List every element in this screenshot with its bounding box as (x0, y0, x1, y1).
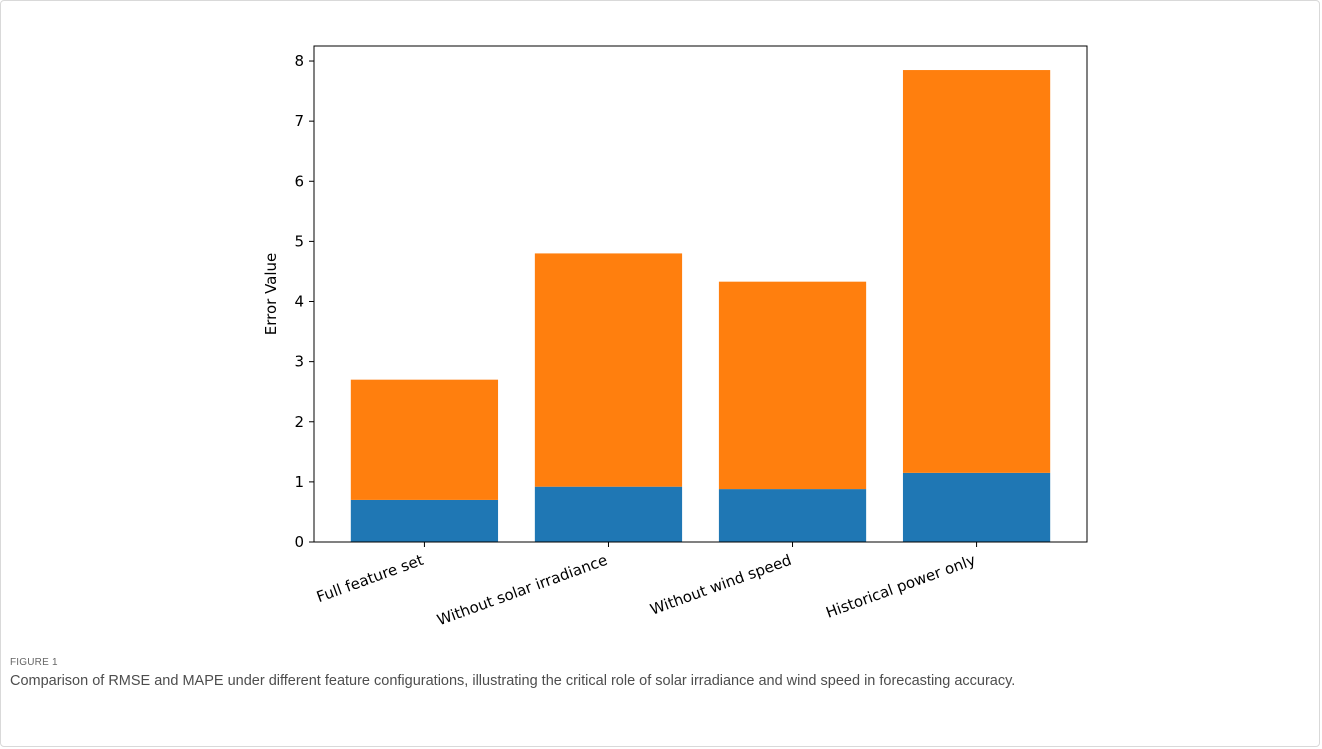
bar-series2-0 (350, 379, 499, 500)
y-tick-label: 8 (294, 52, 304, 70)
bar-series2-3 (902, 70, 1051, 473)
x-tick-label: Full feature set (314, 551, 426, 606)
y-tick-label: 0 (294, 533, 304, 551)
bar-series1-0 (350, 499, 499, 542)
plot-frame (313, 45, 1088, 543)
figure-caption: FIGURE 1 Comparison of RMSE and MAPE und… (10, 657, 1210, 692)
y-tick-label: 5 (294, 232, 304, 250)
y-tick-label: 1 (294, 473, 304, 491)
bar-series1-2 (718, 489, 867, 542)
y-tick-label: 4 (294, 293, 304, 311)
y-axis-label: Error Value (262, 253, 280, 336)
bar-series1-3 (902, 472, 1051, 542)
bar-series2-1 (534, 253, 683, 487)
x-tick-label: Historical power only (823, 551, 978, 622)
bar-series2-2 (718, 281, 867, 490)
x-tick-label: Without solar irradiance (435, 551, 610, 629)
stacked-bar-chart: 0 1 2 3 4 5 6 7 8 Full feature set Without solar i… (262, 45, 1088, 629)
y-tick-label: 7 (294, 112, 304, 130)
y-tick-label: 3 (294, 353, 304, 371)
y-tick-label: 6 (294, 172, 304, 190)
bars-group (350, 70, 1051, 542)
figure-caption-text: Comparison of RMSE and MAPE under differ… (10, 673, 1016, 689)
x-tick-label: Without wind speed (648, 551, 794, 619)
figure-label: FIGURE 1 (10, 657, 58, 668)
bar-series1-1 (534, 486, 683, 542)
y-tick-label: 2 (294, 413, 304, 431)
